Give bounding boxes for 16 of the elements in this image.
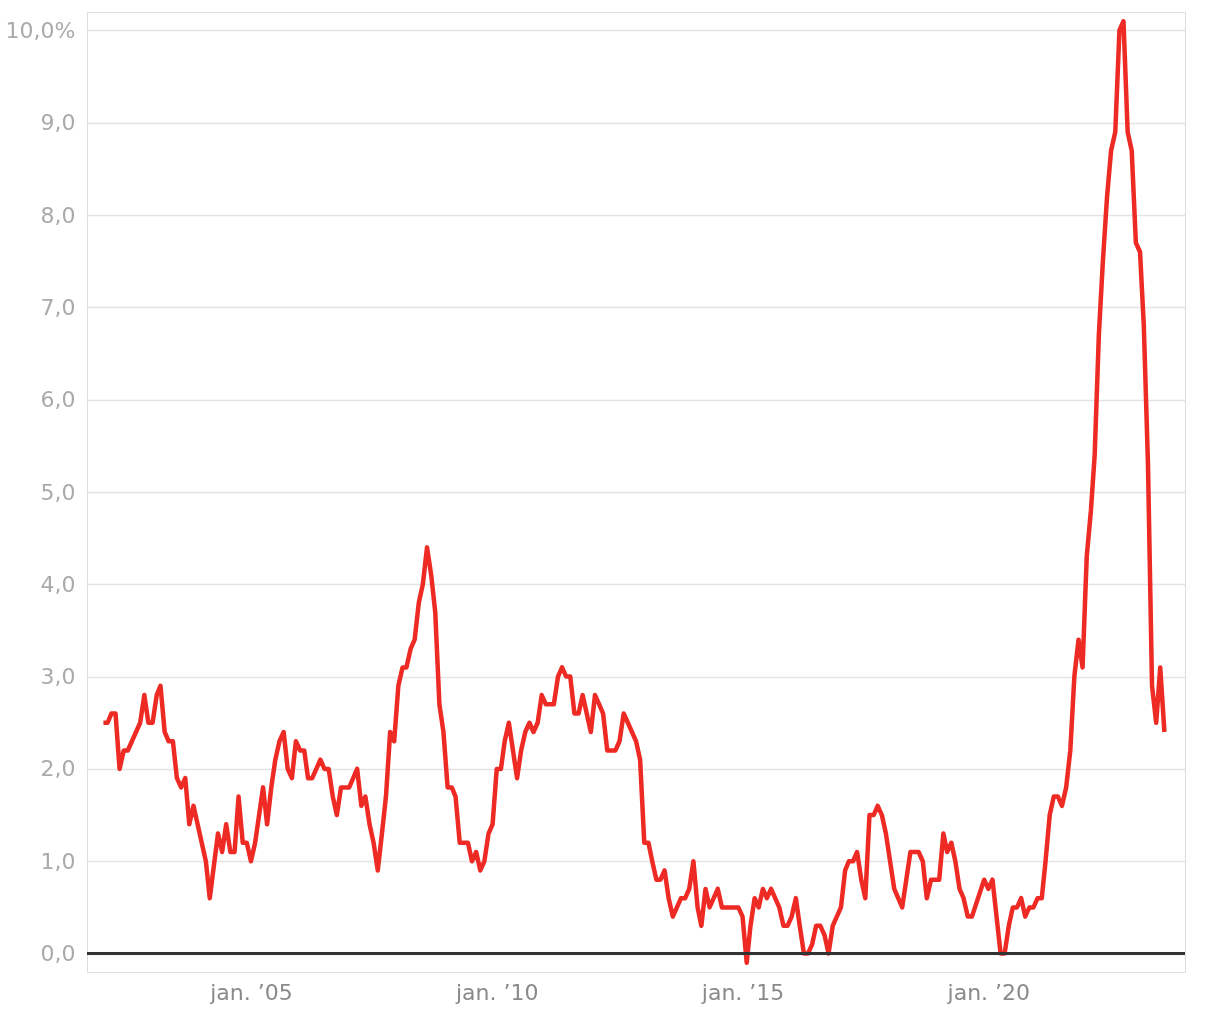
y-tick-label: 5,0 (40, 479, 76, 505)
x-tick-label: jan. ’05 (209, 979, 293, 1005)
y-tick-label: 0,0 (40, 941, 76, 967)
y-tick-label: 7,0 (40, 294, 76, 320)
y-tick-label: 9,0 (40, 110, 76, 136)
y-tick-label: 2,0 (40, 756, 76, 782)
x-tick-label: jan. ’15 (700, 979, 785, 1005)
y-tick-label: 8,0 (40, 202, 76, 228)
y-tick-label: 6,0 (40, 387, 76, 413)
x-tick-label: jan. ’10 (454, 979, 539, 1005)
y-tick-label: 10,0% (5, 17, 76, 43)
line-series (101, 18, 1167, 966)
y-tick-label: 1,0 (40, 848, 76, 874)
x-tick-label: jan. ’20 (946, 979, 1031, 1005)
y-tick-label: 3,0 (40, 664, 76, 690)
y-tick-label: 4,0 (40, 571, 76, 597)
